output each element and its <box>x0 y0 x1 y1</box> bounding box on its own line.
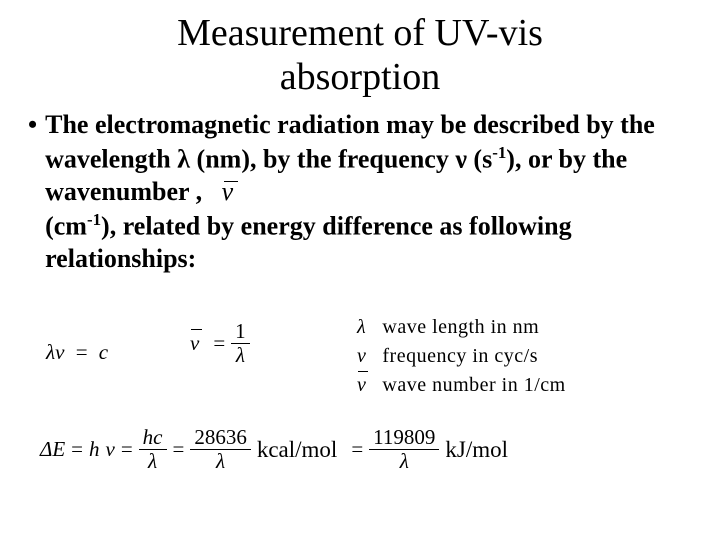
fraction-hc-over-lambda: hc λ <box>139 426 167 473</box>
bullet-text: The electromagnetic radiation may be des… <box>45 109 692 275</box>
fraction-1-over-lambda: 1 λ <box>231 320 250 367</box>
equation-row-2: ΔE = hν = hc λ = 28636 λ kcal/mol = 1198… <box>40 426 680 473</box>
frac-num: 1 <box>231 320 250 343</box>
bullet-sup1: -1 <box>492 143 506 162</box>
sym-c: c <box>99 340 108 364</box>
def-text: wave length in nm <box>382 314 565 341</box>
bullet-post2: ), related by energy difference as follo… <box>45 211 572 273</box>
sym-nu: ν <box>55 340 64 364</box>
eq-sign: = <box>71 437 83 462</box>
bullet-marker: • <box>28 109 45 142</box>
equation-row-1: λν = c ν = 1 λ λ wave length in nm ν fre… <box>40 320 680 400</box>
sym-deltaE: ΔE <box>40 437 65 462</box>
frac-den: λ <box>212 450 229 473</box>
sym-nu: ν <box>106 437 115 462</box>
unit-kj: kJ/mol <box>445 437 508 463</box>
title-line1: Measurement of UV-vis <box>177 12 543 54</box>
bullet-item: • The electromagnetic radiation may be d… <box>28 109 692 275</box>
sym-lambda: λ <box>46 340 55 364</box>
eq-sign: = <box>213 331 225 356</box>
bullet-sup2: -1 <box>87 210 101 229</box>
eq-sign: = <box>121 437 133 462</box>
frac-den: λ <box>144 450 161 473</box>
frac-num: 119809 <box>369 426 439 449</box>
eq-sign: = <box>70 340 94 364</box>
frac-den: λ <box>396 450 413 473</box>
body-area: • The electromagnetic radiation may be d… <box>0 99 720 275</box>
unit-kcal: kcal/mol <box>257 437 337 463</box>
eq-nubar-def: ν = 1 λ <box>190 320 250 367</box>
nu-bar-icon: ν <box>190 331 199 356</box>
fraction-k1-over-lambda: 28636 λ <box>190 426 251 473</box>
frac-num: hc <box>139 426 167 449</box>
def-sym: ν <box>357 343 380 370</box>
eq-lambda-nu-c: λν = c <box>46 340 108 365</box>
frac-num: 28636 <box>190 426 251 449</box>
frac-den: λ <box>232 344 249 367</box>
def-row: ν wave number in 1/cm <box>357 372 566 399</box>
def-text: frequency in cyc/s <box>382 343 565 370</box>
def-sym: ν <box>357 372 380 399</box>
sym-h: h <box>89 437 100 462</box>
nu-bar-icon: ν <box>222 176 234 209</box>
def-row: ν frequency in cyc/s <box>357 343 566 370</box>
fraction-k2-over-lambda: 119809 λ <box>369 426 439 473</box>
eq-sign: = <box>351 437 363 462</box>
symbol-definitions: λ wave length in nm ν frequency in cyc/s… <box>355 312 568 401</box>
bullet-post1: (cm <box>45 211 87 240</box>
def-sym: λ <box>357 314 380 341</box>
title-line2: absorption <box>280 56 440 98</box>
slide-title: Measurement of UV-vis absorption <box>0 0 720 99</box>
nu-bar-icon: ν <box>357 372 366 399</box>
def-row: λ wave length in nm <box>357 314 566 341</box>
def-text: wave number in 1/cm <box>382 372 565 399</box>
eq-sign: = <box>173 437 185 462</box>
